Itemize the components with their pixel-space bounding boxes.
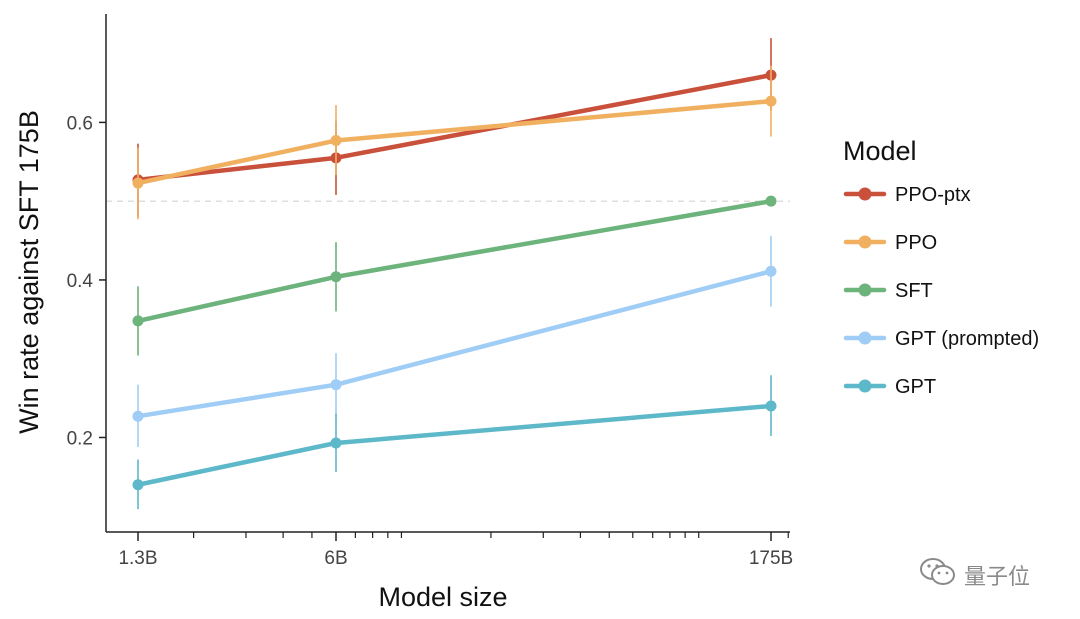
- series-line: [135, 403, 774, 487]
- axes: 0.2 0.4 0.6 1.3B 6B 175B: [67, 14, 793, 569]
- legend-item: SFT: [843, 280, 933, 302]
- data-point: [765, 265, 777, 277]
- data-point: [132, 410, 144, 422]
- series-line: [135, 269, 774, 419]
- legend-label: GPT: [895, 376, 936, 398]
- watermark: 量子位: [918, 556, 1030, 594]
- legend-title: Model: [843, 136, 917, 166]
- series: [132, 195, 777, 356]
- x-axis-title: Model size: [378, 582, 507, 612]
- data-point: [330, 271, 342, 283]
- watermark-text: 量子位: [964, 565, 1031, 590]
- series: [132, 235, 777, 447]
- data-point: [132, 479, 144, 491]
- legend-item: GPT (prompted): [843, 328, 1039, 350]
- legend-swatch-point: [858, 235, 872, 249]
- data-point: [132, 315, 144, 327]
- legend-item: GPT: [843, 376, 936, 398]
- legend: PPO-ptx PPO SFT GPT (prompted) GPT: [843, 184, 1039, 398]
- legend-label: PPO: [895, 232, 937, 254]
- legend-label: PPO-ptx: [895, 184, 971, 206]
- x-tick-label: 175B: [749, 548, 793, 569]
- data-point: [765, 195, 777, 207]
- legend-swatch-point: [858, 283, 872, 297]
- data-point: [765, 400, 777, 412]
- x-tick-label: 6B: [324, 548, 347, 569]
- y-axis-title: Win rate against SFT 175B: [14, 110, 44, 434]
- series-line: [135, 198, 774, 324]
- data-point: [330, 379, 342, 391]
- data-point: [330, 135, 342, 147]
- legend-item: PPO: [843, 232, 937, 254]
- series: [132, 65, 777, 220]
- series: [132, 38, 777, 217]
- legend-label: GPT (prompted): [895, 328, 1039, 350]
- y-tick-label: 0.6: [67, 113, 93, 134]
- wechat-icon: [918, 556, 958, 594]
- legend-swatch-point: [858, 331, 872, 345]
- data-point: [132, 177, 144, 189]
- series: [132, 375, 777, 510]
- legend-item: PPO-ptx: [843, 184, 971, 206]
- plot-area: [106, 38, 790, 510]
- x-tick-label: 1.3B: [118, 548, 157, 569]
- data-point: [765, 95, 777, 107]
- data-point: [330, 437, 342, 449]
- legend-swatch-point: [858, 379, 872, 393]
- y-tick-label: 0.2: [67, 428, 93, 449]
- legend-label: SFT: [895, 280, 933, 302]
- y-tick-label: 0.4: [67, 271, 94, 292]
- legend-swatch-point: [858, 187, 872, 201]
